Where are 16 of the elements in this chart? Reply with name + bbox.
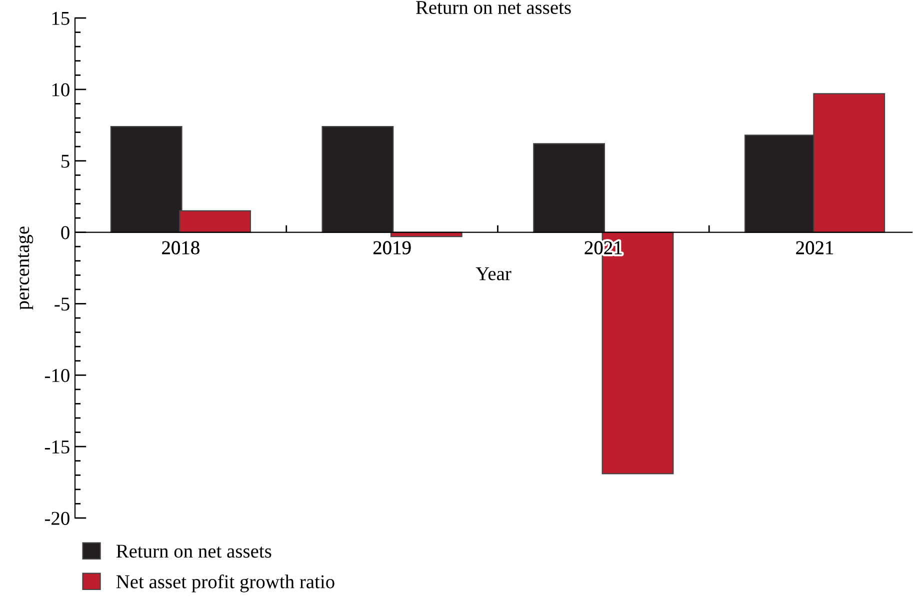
legend-label: Net asset profit growth ratio [116, 574, 334, 592]
x-tick-label: 2018 [162, 241, 200, 254]
x-tick-label: 2019 [373, 241, 411, 254]
y-tick-label: 0 [61, 226, 70, 240]
chart-title: Return on net assets [416, 1, 571, 14]
y-axis-title: percentage [18, 226, 34, 310]
legend-label: Return on net assets [116, 544, 272, 558]
y-tick-label: -10 [44, 368, 70, 382]
y-tick-label: -20 [44, 512, 70, 525]
y-tick-label: 10 [52, 83, 70, 96]
y-tick-label: -5 [54, 298, 70, 311]
y-tick-label: 15 [52, 12, 70, 25]
x-axis-title: Year [476, 267, 512, 280]
x-tick-label: 2021 [796, 241, 834, 254]
y-tick-label: -15 [44, 440, 70, 454]
y-tick-label: 5 [62, 154, 70, 168]
